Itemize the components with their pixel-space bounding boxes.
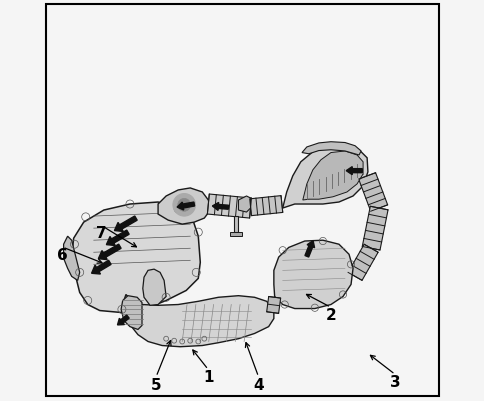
FancyArrow shape [114,217,137,232]
Polygon shape [72,203,200,313]
Polygon shape [238,196,250,213]
Text: 1: 1 [203,369,213,385]
Polygon shape [348,245,378,281]
Polygon shape [158,188,210,225]
Polygon shape [63,237,79,281]
Polygon shape [229,233,242,237]
Polygon shape [358,173,387,212]
FancyArrow shape [346,167,362,175]
Polygon shape [302,152,363,200]
FancyArrow shape [98,245,121,260]
FancyArrow shape [177,203,194,211]
FancyArrow shape [304,241,314,257]
FancyArrow shape [212,203,228,211]
Polygon shape [302,142,361,156]
Circle shape [178,199,190,212]
Polygon shape [142,269,166,306]
Polygon shape [123,295,273,347]
Text: 2: 2 [325,307,335,322]
Text: 4: 4 [253,377,263,392]
FancyArrow shape [106,231,129,246]
Circle shape [173,194,195,217]
Polygon shape [249,196,282,216]
Polygon shape [282,146,367,209]
Polygon shape [266,297,280,314]
Polygon shape [121,296,142,330]
Polygon shape [362,207,387,250]
Text: 5: 5 [151,377,161,392]
Text: 6: 6 [57,247,68,262]
Polygon shape [273,241,352,309]
FancyArrow shape [117,315,129,325]
Text: 7: 7 [96,226,107,241]
Polygon shape [207,194,251,219]
Polygon shape [233,217,238,233]
Text: 3: 3 [389,374,400,389]
FancyArrow shape [91,261,111,274]
